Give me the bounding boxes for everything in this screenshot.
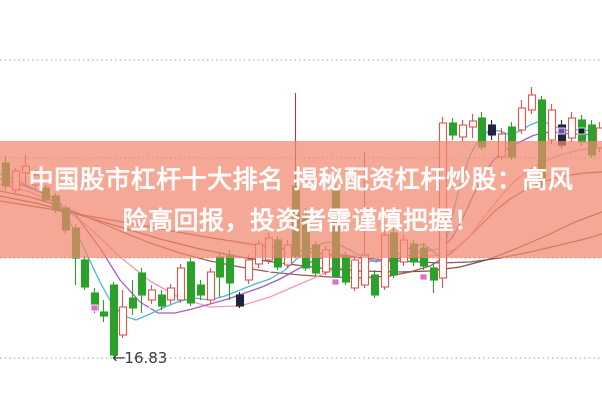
headline-banner: 中国股市杠杆十大排名 揭秘配资杠杆炒股：高风 险高回报，投资者需谨慎把握！ — [0, 141, 602, 258]
left-arrow-icon: ← — [112, 348, 125, 367]
banner-title-line-1: 中国股市杠杆十大排名 揭秘配资杠杆炒股：高风 — [28, 164, 574, 194]
low-price-annotation: ←16.83 — [112, 348, 168, 368]
low-price-value: 16.83 — [124, 349, 168, 367]
banner-title-line-2: 险高回报，投资者需谨慎把握！ — [122, 205, 480, 235]
